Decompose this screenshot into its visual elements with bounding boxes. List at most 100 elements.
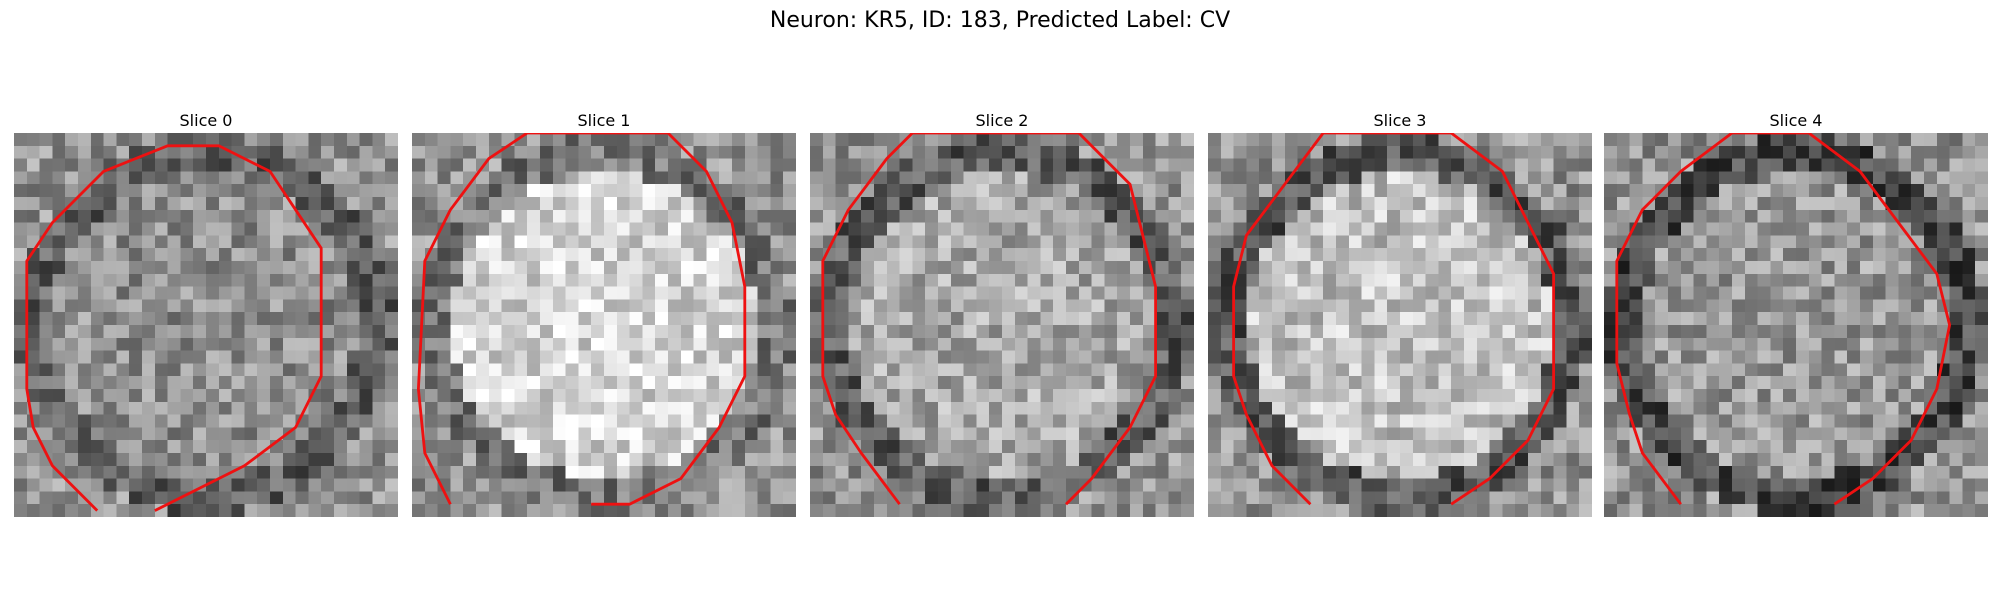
pixel: [1885, 222, 1899, 236]
pixel: [1091, 337, 1105, 351]
pixel: [1680, 465, 1694, 479]
pixel: [52, 197, 66, 211]
pixel: [770, 235, 784, 249]
pixel: [810, 440, 824, 454]
pixel: [976, 363, 990, 377]
pixel: [26, 350, 40, 364]
pixel: [1540, 363, 1554, 377]
pixel: [346, 465, 360, 479]
pixel: [1680, 133, 1694, 147]
pixel: [1924, 427, 1938, 441]
pixel: [1336, 222, 1350, 236]
pixel: [783, 453, 796, 467]
pixel: [1464, 222, 1478, 236]
pixel: [1104, 248, 1118, 262]
pixel: [334, 299, 348, 313]
pixel: [1181, 222, 1194, 236]
pixel: [1924, 286, 1938, 300]
pixel: [1719, 171, 1733, 185]
pixel: [655, 248, 669, 262]
pixel: [450, 158, 464, 172]
pixel: [1014, 478, 1028, 492]
pixel: [938, 440, 952, 454]
pixel: [180, 465, 194, 479]
pixel: [950, 350, 964, 364]
pixel: [1553, 491, 1567, 505]
pixel: [1489, 133, 1503, 147]
pixel: [1528, 325, 1542, 339]
pixel: [540, 389, 554, 403]
pixel: [1604, 389, 1618, 403]
pixel: [1155, 261, 1169, 275]
pixel: [578, 337, 592, 351]
pixel: [218, 453, 232, 467]
pixel: [1374, 209, 1388, 223]
pixel: [1502, 337, 1516, 351]
pixel: [1668, 235, 1682, 249]
pixel: [1655, 389, 1669, 403]
pixel: [295, 504, 309, 517]
pixel: [1078, 184, 1092, 198]
pixel: [757, 478, 771, 492]
pixel: [1272, 261, 1286, 275]
pixel: [1783, 389, 1797, 403]
pixel: [90, 184, 104, 198]
pixel: [1374, 197, 1388, 211]
pixel: [565, 312, 579, 326]
pixel: [1066, 325, 1080, 339]
pixel: [1310, 145, 1324, 159]
pixel: [193, 133, 207, 147]
pixel: [899, 299, 913, 313]
pixel: [1821, 401, 1835, 415]
pixel: [706, 414, 720, 428]
pixel: [861, 261, 875, 275]
pixel: [385, 133, 398, 147]
pixel: [244, 235, 258, 249]
pixel: [359, 184, 373, 198]
pixel: [1962, 465, 1976, 479]
pixel: [167, 401, 181, 415]
pixel: [1272, 363, 1286, 377]
pixel: [1796, 235, 1810, 249]
pixel: [1566, 440, 1580, 454]
pixel: [1117, 286, 1131, 300]
pixel: [1808, 158, 1822, 172]
pixel: [719, 248, 733, 262]
pixel: [1451, 478, 1465, 492]
pixel: [1655, 197, 1669, 211]
pixel: [604, 440, 618, 454]
pixel: [1975, 414, 1988, 428]
pixel: [78, 389, 92, 403]
pixel: [1783, 401, 1797, 415]
pixel: [1834, 337, 1848, 351]
pixel: [848, 350, 862, 364]
pixel: [1297, 248, 1311, 262]
pixel: [1579, 465, 1592, 479]
pixel: [78, 133, 92, 147]
pixel: [1924, 504, 1938, 517]
pixel: [629, 376, 643, 390]
pixel: [1744, 197, 1758, 211]
pixel: [1770, 465, 1784, 479]
pixel: [591, 261, 605, 275]
pixel: [604, 414, 618, 428]
pixel: [822, 312, 836, 326]
pixel: [103, 209, 117, 223]
pixel: [744, 440, 758, 454]
pixel: [950, 325, 964, 339]
pixel: [822, 350, 836, 364]
pixel: [642, 158, 656, 172]
pixel: [1757, 248, 1771, 262]
pixel: [1002, 401, 1016, 415]
pixel: [116, 376, 130, 390]
pixel: [1604, 158, 1618, 172]
pixel: [1783, 171, 1797, 185]
pixel: [334, 286, 348, 300]
pixel: [861, 337, 875, 351]
pixel: [1604, 235, 1618, 249]
pixel: [1566, 337, 1580, 351]
pixel: [463, 197, 477, 211]
pixel: [1834, 465, 1848, 479]
pixel: [1451, 337, 1465, 351]
pixel: [1680, 389, 1694, 403]
